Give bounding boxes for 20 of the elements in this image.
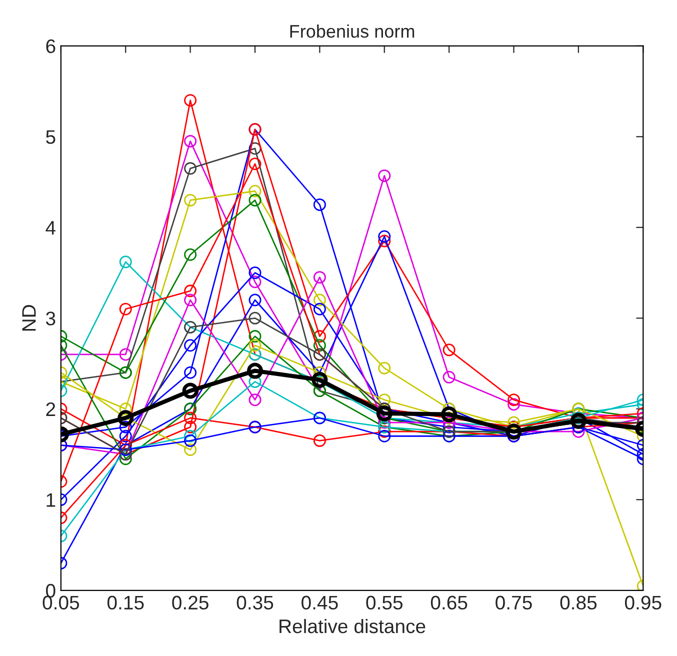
x-tick-label: 0.65: [430, 596, 468, 610]
y-tick-label: 5: [46, 130, 56, 144]
y-tick-label: 4: [46, 221, 56, 234]
x-tick-label: 0.45: [302, 596, 338, 610]
y-tick-label: 0: [46, 584, 56, 598]
y-tick-label: 6: [46, 39, 56, 54]
y-tick-label: 3: [46, 312, 56, 326]
x-tick-label: 0.25: [172, 596, 208, 610]
x-tick-label: 0.35: [236, 596, 274, 610]
x-tick-label: 0.15: [107, 596, 144, 610]
x-axis-title: Relative distance: [280, 618, 426, 634]
x-tick-label: 0.85: [560, 596, 597, 610]
x-tick-label: 0.75: [496, 596, 532, 610]
x-tick-label: 0.05: [42, 596, 80, 610]
x-tick-label: 0.55: [366, 596, 402, 610]
x-tick-label: 0.95: [624, 596, 662, 610]
chart-title: Frobenius norm: [290, 24, 414, 38]
y-tick-label: 2: [46, 402, 56, 416]
y-tick-label: 1: [46, 493, 56, 507]
y-axis-title: ND: [22, 305, 36, 331]
